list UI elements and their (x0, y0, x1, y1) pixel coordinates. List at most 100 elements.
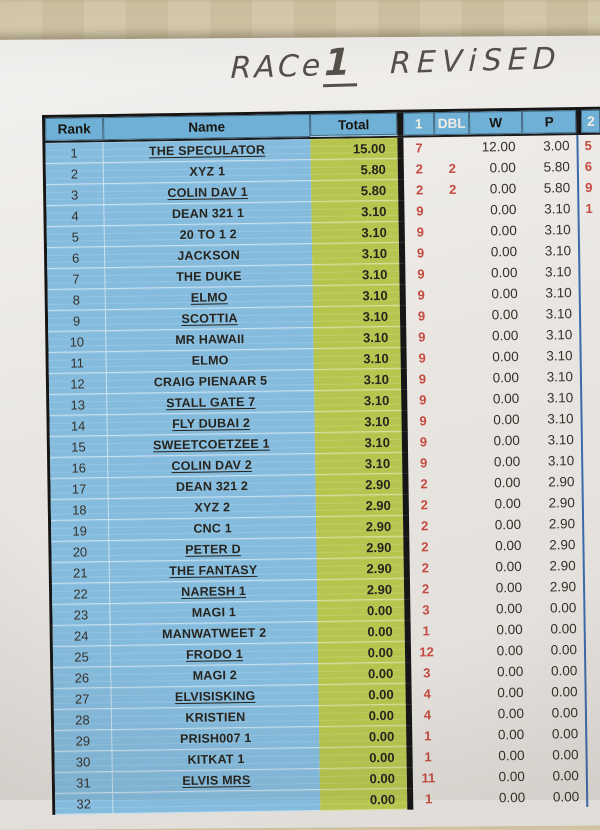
dbl-cell (441, 599, 476, 621)
total-cell: 3.10 (313, 326, 401, 349)
win-amount-cell: 12.00 (481, 138, 516, 155)
dbl-cell (435, 200, 470, 222)
place-amount-cell: 3.10 (544, 264, 572, 280)
place-amount-cell: 0.00 (550, 642, 578, 658)
dbl-cell (440, 536, 475, 558)
total-cell: 0.00 (318, 662, 406, 685)
rank-cell: 31 (54, 772, 114, 794)
rank-cell: 16 (50, 457, 109, 479)
win-amount-cell: 0.00 (491, 306, 519, 323)
dbl-cell (436, 221, 471, 243)
race1-pick-cell: 1 (424, 791, 433, 807)
race1-pick-cell: 11 (421, 770, 436, 786)
race1-pick-cell: 2 (420, 476, 428, 492)
race1-pick-cell: 9 (416, 224, 424, 240)
dbl-cell (440, 515, 475, 537)
place-amount-cell: 3.10 (544, 201, 571, 217)
win-amount-cell: 0.00 (497, 684, 524, 701)
race1-pick-cell: 2 (421, 560, 429, 576)
total-cell: 0.00 (317, 599, 405, 622)
rank-cell: 25 (52, 646, 112, 668)
place-amount-cell: 0.00 (551, 705, 579, 721)
win-amount-cell: 0.00 (489, 159, 516, 176)
race2-pick-cell (589, 639, 600, 660)
dbl-cell (437, 284, 472, 306)
rank-cell: 3 (46, 184, 105, 206)
rank-cell: 8 (47, 289, 106, 311)
place-amount-cell: 0.00 (549, 600, 577, 616)
win-amount-cell: 0.00 (494, 495, 521, 512)
rank-cell: 14 (49, 415, 108, 437)
win-amount-cell: 0.00 (490, 264, 518, 281)
race2-pick-cell (590, 744, 600, 765)
race2-pick-cell: 9 (585, 179, 593, 195)
race1-pick-cell: 9 (419, 392, 427, 408)
dbl-cell (436, 263, 471, 285)
header-dbl: DBL (434, 111, 470, 136)
race2-pick-cell (589, 618, 600, 639)
dbl-cell (443, 704, 478, 726)
race2-pick-cell (590, 702, 600, 723)
race2-pick-cell (583, 261, 600, 282)
win-amount-cell: 0.00 (490, 222, 517, 239)
race2-pick-cell (583, 240, 600, 261)
race1-pick-cell: 1 (422, 623, 430, 639)
place-amount-cell: 3.10 (545, 327, 573, 343)
dbl-cell (444, 767, 479, 789)
rank-cell: 23 (52, 604, 111, 626)
race1-pick-cell: 9 (417, 266, 425, 282)
rank-cell: 17 (50, 478, 109, 500)
total-cell: 0.00 (317, 620, 405, 643)
table-body: 1 THE SPECULATOR 15.00 7 12.00 3.00 5 2 … (45, 135, 600, 815)
race2-pick-cell (588, 597, 600, 618)
win-amount-cell: 0.00 (495, 600, 523, 617)
header-p: P (521, 110, 577, 134)
rank-cell: 6 (46, 247, 106, 269)
rank-cell: 13 (49, 394, 108, 416)
race2-pick-cell (585, 387, 600, 408)
race2-pick-cell (584, 282, 600, 303)
dbl-cell (437, 326, 472, 348)
place-amount-cell: 0.00 (552, 768, 579, 784)
place-amount-cell: 0.00 (551, 726, 579, 742)
total-cell: 0.00 (319, 725, 407, 748)
total-cell: 3.10 (314, 431, 403, 454)
place-amount-cell: 2.90 (549, 579, 577, 595)
dbl-cell (437, 305, 472, 327)
win-amount-cell: 0.00 (490, 201, 517, 218)
place-amount-cell: 0.00 (550, 663, 578, 679)
place-amount-cell: 5.80 (543, 159, 570, 175)
race1-pick-cell: 9 (419, 455, 428, 471)
race1-pick-cell: 1 (424, 749, 432, 765)
header-race-2: 2 (580, 109, 600, 134)
rank-cell: 22 (51, 583, 111, 605)
dbl-cell: 2 (448, 181, 457, 197)
race1-pick-cell: 4 (423, 707, 432, 723)
win-amount-cell: 0.00 (494, 516, 522, 533)
race2-pick-cell: 1 (585, 200, 593, 216)
race2-pick-cell (585, 408, 600, 429)
place-amount-cell: 2.90 (548, 495, 575, 511)
dbl-cell (437, 347, 472, 369)
total-cell: 3.10 (314, 410, 402, 433)
handwritten-revised-word: REViSED (389, 41, 563, 82)
total-cell: 3.10 (313, 368, 402, 391)
total-cell: 2.90 (316, 578, 405, 601)
dbl-cell (441, 557, 476, 579)
dbl-cell (434, 137, 469, 159)
place-amount-cell: 2.90 (549, 558, 576, 574)
race2-pick-cell (585, 366, 600, 387)
race1-pick-cell: 9 (418, 350, 426, 366)
race2-pick-cell (588, 555, 600, 576)
total-cell: 0.00 (318, 704, 407, 727)
dbl-cell (440, 494, 475, 516)
place-amount-cell: 0.00 (552, 789, 580, 805)
dbl-cell (439, 452, 474, 474)
race1-pick-cell: 9 (419, 434, 428, 450)
dbl-cell: 2 (448, 160, 457, 176)
dbl-cell (442, 641, 477, 663)
place-amount-cell: 0.00 (551, 684, 578, 700)
name-cell: STALL GATE 7 (107, 390, 315, 416)
place-amount-cell: 0.00 (552, 747, 579, 763)
rank-cell: 9 (47, 310, 107, 332)
